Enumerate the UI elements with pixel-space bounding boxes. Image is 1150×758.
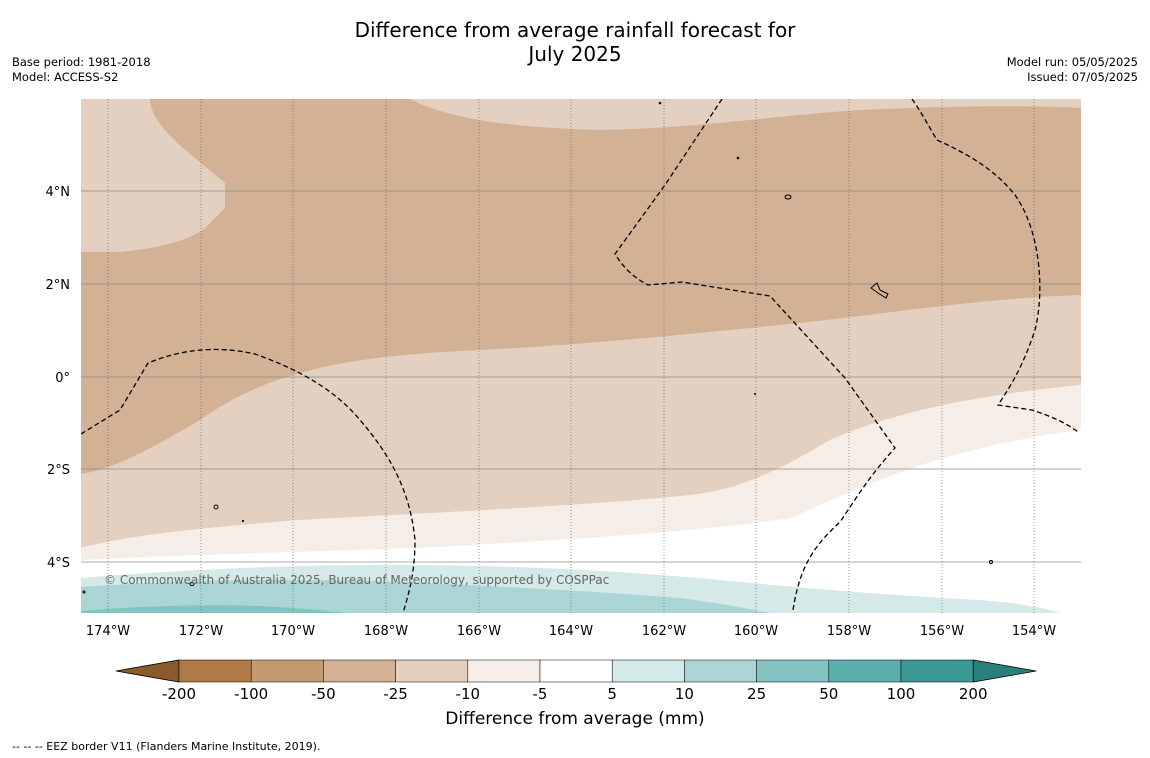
colorbar-tick-label: 100 bbox=[887, 685, 916, 703]
lon-label: 166°W bbox=[457, 624, 501, 639]
colorbar-swatch bbox=[900, 659, 974, 683]
base-period: Base period: 1981-2018 bbox=[12, 55, 151, 69]
colorbar-swatch bbox=[178, 659, 252, 683]
colorbar-tick-label: 50 bbox=[819, 685, 838, 703]
colorbar-tick-label: -25 bbox=[383, 685, 408, 703]
lon-label: 162°W bbox=[642, 624, 686, 639]
zone-10-to-25 bbox=[81, 579, 770, 613]
lon-label: 160°W bbox=[734, 624, 778, 639]
lat-label: 2°N bbox=[46, 278, 71, 293]
lon-label: 172°W bbox=[179, 624, 223, 639]
parallels bbox=[81, 190, 1081, 563]
lon-label: 156°W bbox=[920, 624, 964, 639]
colorbar-swatch bbox=[828, 659, 902, 683]
colorbar-swatch bbox=[250, 659, 324, 683]
colorbar-tick-label: -5 bbox=[533, 685, 548, 703]
colorbar-tick-label: -200 bbox=[162, 685, 196, 703]
eez-borders bbox=[81, 99, 1079, 613]
colorbar-extend-low bbox=[115, 659, 180, 683]
colorbar-tick-label: 200 bbox=[959, 685, 988, 703]
islands bbox=[82, 101, 993, 594]
meta-left: Base period: 1981-2018 Model: ACCESS-S2 bbox=[12, 55, 151, 85]
colorbar-tick-label: -10 bbox=[456, 685, 481, 703]
zone-minus5-to-minus10 bbox=[81, 385, 1081, 560]
lon-label: 168°W bbox=[364, 624, 408, 639]
colorbar-swatch bbox=[756, 659, 830, 683]
colorbar-swatch bbox=[323, 659, 396, 683]
longitude-labels: 174°W 172°W 170°W 168°W 166°W 164°W 162°… bbox=[86, 624, 1056, 639]
lon-label: 174°W bbox=[86, 624, 130, 639]
rainfall-field bbox=[81, 99, 1081, 613]
colorbar-tick-label: -50 bbox=[311, 685, 336, 703]
zone-25-to-50 bbox=[81, 605, 345, 613]
colorbar-swatch bbox=[611, 659, 685, 683]
colorbar-tick-label: -100 bbox=[234, 685, 268, 703]
title-line-2: July 2025 bbox=[528, 42, 622, 66]
lon-label: 164°W bbox=[549, 624, 593, 639]
colorbar-label: Difference from average (mm) bbox=[445, 709, 705, 729]
lon-label: 170°W bbox=[271, 624, 315, 639]
latitude-labels: 4°N 2°N 0° 2°S 4°S bbox=[46, 185, 71, 571]
model-run: Model run: 05/05/2025 bbox=[1006, 55, 1138, 69]
lon-label: 154°W bbox=[1012, 624, 1056, 639]
lat-label: 2°S bbox=[47, 463, 70, 478]
colorbar-swatch bbox=[539, 659, 613, 683]
eez-legend-note: -- -- -- EEZ border V11 (Flanders Marine… bbox=[12, 740, 321, 753]
colorbar-swatch bbox=[395, 659, 469, 683]
colorbar-tick-label: 10 bbox=[675, 685, 694, 703]
colorbar-tick-label: 25 bbox=[747, 685, 766, 703]
model-name: Model: ACCESS-S2 bbox=[12, 70, 119, 84]
issued-date: Issued: 07/05/2025 bbox=[1027, 70, 1138, 84]
zone-minus25-to-minus50 bbox=[81, 99, 1081, 474]
lat-label: 4°S bbox=[47, 556, 70, 571]
colorbar-swatch bbox=[467, 659, 541, 683]
zone-light-top-left bbox=[81, 99, 225, 252]
copyright-watermark: © Commonwealth of Australia 2025, Bureau… bbox=[104, 573, 609, 587]
colorbar: -200 -100 -50 -25 -10 -5 5 10 25 50 100 200 bbox=[115, 659, 1037, 703]
colorbar-extend-high bbox=[972, 659, 1037, 683]
lat-label: 0° bbox=[55, 371, 70, 386]
lon-label: 158°W bbox=[827, 624, 871, 639]
lat-label: 4°N bbox=[46, 185, 71, 200]
meta-right: Model run: 05/05/2025 Issued: 07/05/2025 bbox=[1007, 55, 1138, 85]
map-title: Difference from average rainfall forecas… bbox=[0, 18, 1150, 66]
title-line-1: Difference from average rainfall forecas… bbox=[354, 18, 796, 42]
colorbar-swatch bbox=[684, 659, 757, 683]
colorbar-tick-label: 5 bbox=[607, 685, 617, 703]
